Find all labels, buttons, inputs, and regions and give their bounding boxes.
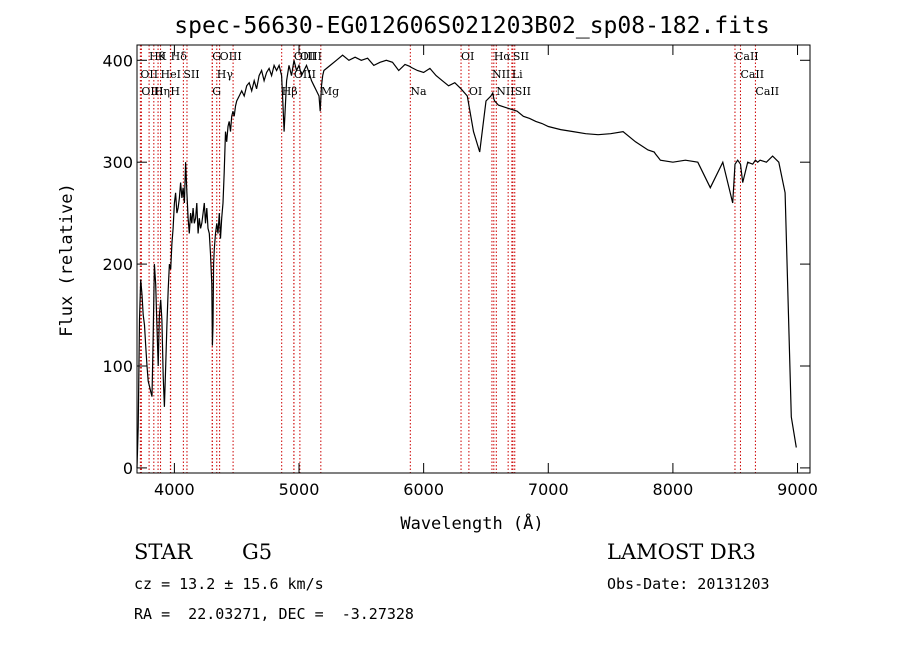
observation-date: Obs-Date: 20131203 [607, 575, 770, 593]
line-marker-label-29: CaII [755, 85, 779, 98]
line-marker-label-7: OI [461, 50, 474, 63]
y-tick-label-0: 0 [123, 459, 133, 478]
line-marker-label-18: CaII [740, 68, 764, 81]
line-marker-label-28: SII [515, 85, 531, 98]
y-tick-label-4: 400 [102, 51, 133, 70]
line-marker-label-22: G [212, 85, 221, 98]
line-marker-label-16: NII [492, 68, 510, 81]
line-marker-label-0: Hθ [149, 50, 166, 63]
line-marker-label-10: CaII [735, 50, 759, 63]
object-subclass: G5 [242, 540, 273, 564]
y-tick-label-2: 200 [102, 255, 133, 274]
x-tick-label-5: 9000 [777, 480, 818, 499]
line-marker-label-26: OI [469, 85, 482, 98]
y-axis-label: Flux (relative) [57, 183, 77, 337]
object-class: STAR [134, 540, 193, 564]
survey-label: LAMOST DR3 [607, 540, 756, 564]
y-tick-label-1: 100 [102, 357, 133, 376]
redshift-velocity: cz = 13.2 ± 15.6 km/s [134, 575, 324, 593]
x-tick-label-0: 4000 [154, 480, 195, 499]
x-axis-label: Wavelength (Å) [400, 512, 543, 534]
plot-frame [136, 44, 811, 474]
line-marker-label-14: Hγ [217, 68, 234, 81]
line-marker-label-9: SII [513, 50, 529, 63]
x-tick-label-4: 8000 [653, 480, 694, 499]
line-marker-label-17: Li [512, 68, 523, 81]
line-marker-label-20: Hη [154, 85, 170, 98]
line-marker-label-23: Hβ [282, 85, 298, 98]
sky-coordinates: RA = 22.03271, DEC = -3.27328 [134, 605, 414, 623]
line-marker-label-13: SII [183, 68, 199, 81]
line-marker-label-4: OIII [220, 50, 242, 63]
x-tick-label-3: 7000 [528, 480, 569, 499]
x-tick-label-1: 5000 [279, 480, 320, 499]
line-marker-label-12: HeI [161, 68, 181, 81]
line-marker-label-11: OII [140, 68, 158, 81]
line-marker-label-1: K [158, 50, 167, 63]
x-tick-label-2: 6000 [403, 480, 444, 499]
line-marker-label-19: OIII [141, 85, 163, 98]
line-marker-label-8: Hα [494, 50, 512, 63]
line-marker-label-2: Hδ [171, 50, 188, 63]
line-marker-label-6: OIII [300, 50, 322, 63]
line-marker-label-3: G [212, 50, 221, 63]
y-tick-label-3: 300 [102, 153, 133, 172]
line-marker-label-21: H [170, 85, 180, 98]
line-marker-label-24: Mg [321, 85, 339, 98]
line-marker-label-27: NII [496, 85, 514, 98]
line-marker-layer [139, 45, 756, 473]
line-marker-label-25: Na [410, 85, 427, 98]
spectrum-line [136, 54, 797, 468]
chart-title: spec-56630-EG012606S021203B02_sp08-182.f… [174, 13, 769, 39]
axis-tick-layer: 4000 5000 6000 7000 8000 9000 0 100 200 300 400 [102, 45, 818, 499]
